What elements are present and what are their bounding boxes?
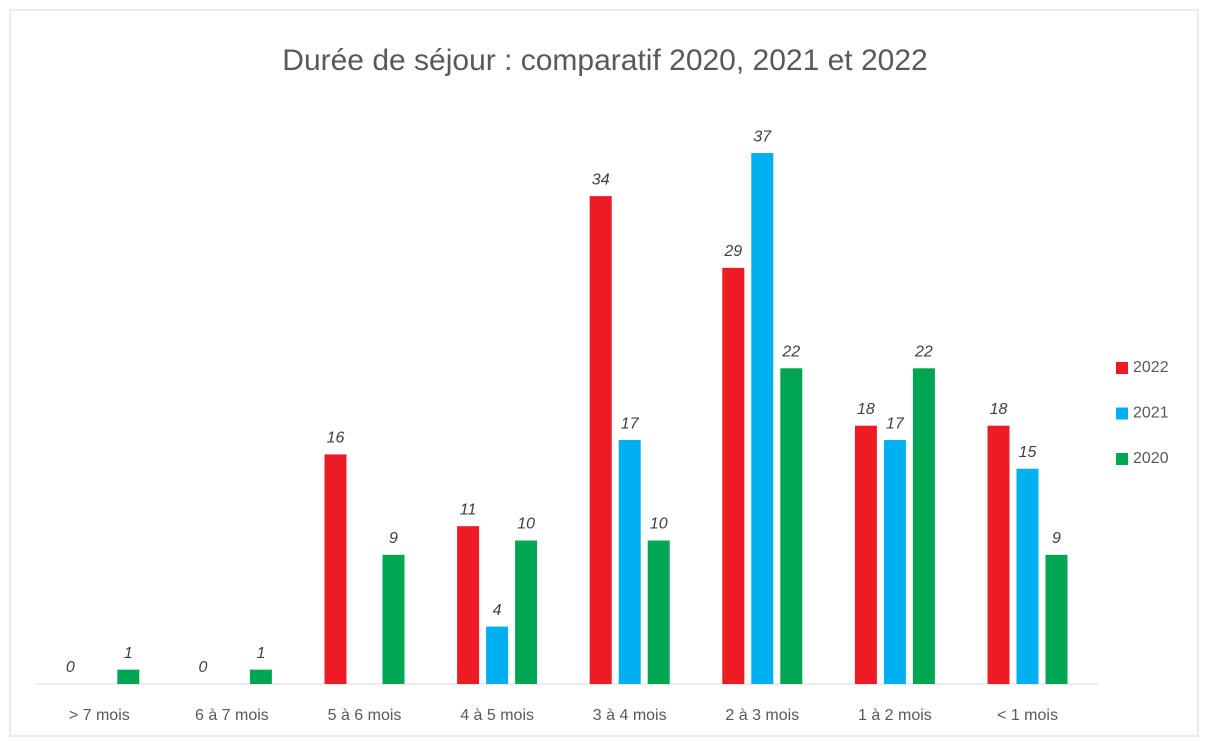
- bar: [515, 540, 538, 684]
- data-label: 1: [256, 645, 265, 662]
- data-label: 22: [781, 344, 800, 361]
- bar: [249, 669, 272, 684]
- bar: [912, 368, 935, 684]
- x-tick-label: 5 à 6 mois: [328, 707, 402, 724]
- data-label: 18: [990, 401, 1008, 418]
- legend-label: 2020: [1133, 450, 1169, 467]
- bar: [1016, 468, 1039, 684]
- bar: [618, 440, 641, 684]
- x-tick-label: 6 à 7 mois: [195, 707, 269, 724]
- data-label: 37: [753, 128, 772, 145]
- bar: [987, 425, 1010, 684]
- legend-swatch: [1116, 362, 1128, 374]
- bar: [1045, 554, 1068, 684]
- bar: [324, 454, 347, 684]
- data-label: 15: [1019, 444, 1037, 461]
- legend-swatch: [1116, 453, 1128, 465]
- x-tick-label: < 1 mois: [997, 707, 1058, 724]
- data-label: 10: [517, 516, 535, 533]
- x-tick-label: 1 à 2 mois: [858, 707, 932, 724]
- data-label: 16: [327, 430, 345, 447]
- x-tick-label: 4 à 5 mois: [460, 707, 534, 724]
- bar: [854, 425, 877, 684]
- data-label: 18: [857, 401, 875, 418]
- x-tick-label: 3 à 4 mois: [593, 707, 667, 724]
- data-label: 9: [1052, 530, 1061, 547]
- bar: [457, 526, 480, 684]
- data-label: 11: [460, 501, 477, 518]
- bar: [486, 626, 509, 684]
- legend-label: 2022: [1133, 359, 1169, 376]
- x-tick-label: 2 à 3 mois: [725, 707, 799, 724]
- bar: [382, 554, 405, 684]
- data-label: 17: [886, 415, 905, 432]
- x-tick-label: > 7 mois: [69, 707, 130, 724]
- data-label: 17: [621, 415, 640, 432]
- data-label: 29: [723, 243, 742, 260]
- bar: [647, 540, 670, 684]
- bar: [589, 196, 612, 684]
- data-label: 9: [389, 530, 398, 547]
- bar: [722, 267, 745, 684]
- bar: [751, 153, 774, 685]
- data-label: 0: [198, 659, 207, 676]
- bar: [883, 440, 906, 684]
- data-label: 0: [66, 659, 75, 676]
- data-label: 22: [914, 344, 933, 361]
- chart-title: Durée de séjour : comparatif 2020, 2021 …: [282, 44, 927, 77]
- bar: [780, 368, 803, 684]
- legend-label: 2021: [1133, 405, 1169, 422]
- data-label: 10: [650, 516, 668, 533]
- bar: [117, 669, 140, 684]
- data-label: 34: [592, 171, 610, 188]
- legend-swatch: [1116, 407, 1128, 420]
- data-label: 1: [124, 645, 133, 662]
- data-label: 4: [493, 602, 502, 619]
